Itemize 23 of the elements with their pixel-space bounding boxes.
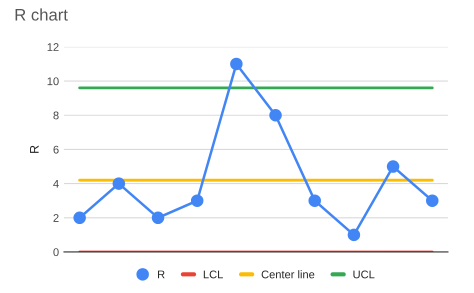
y-tick-label: 12: [48, 43, 59, 51]
point: [112, 177, 126, 190]
y-tick-label: 2: [54, 214, 59, 222]
y-axis-title: R: [30, 145, 39, 153]
y-tick-label: 0: [53, 248, 59, 256]
point: [386, 160, 400, 173]
legend-label: UCL: [353, 270, 374, 278]
y-tick-label: 8: [53, 112, 59, 120]
y-tick-label: 4: [53, 180, 59, 188]
chart-title: R chart: [16, 8, 68, 21]
point: [348, 228, 360, 242]
legend-label: Center line: [262, 270, 314, 278]
point: [269, 108, 282, 122]
point: [152, 212, 164, 224]
point: [230, 58, 243, 70]
legend-label: LCL: [204, 270, 223, 278]
point: [308, 194, 321, 207]
point: [426, 194, 439, 207]
y-tick-label: 10: [48, 77, 59, 86]
legend-label: R: [158, 270, 165, 278]
point: [73, 212, 86, 224]
point: [190, 194, 204, 207]
y-tick-label: 6: [54, 146, 59, 154]
